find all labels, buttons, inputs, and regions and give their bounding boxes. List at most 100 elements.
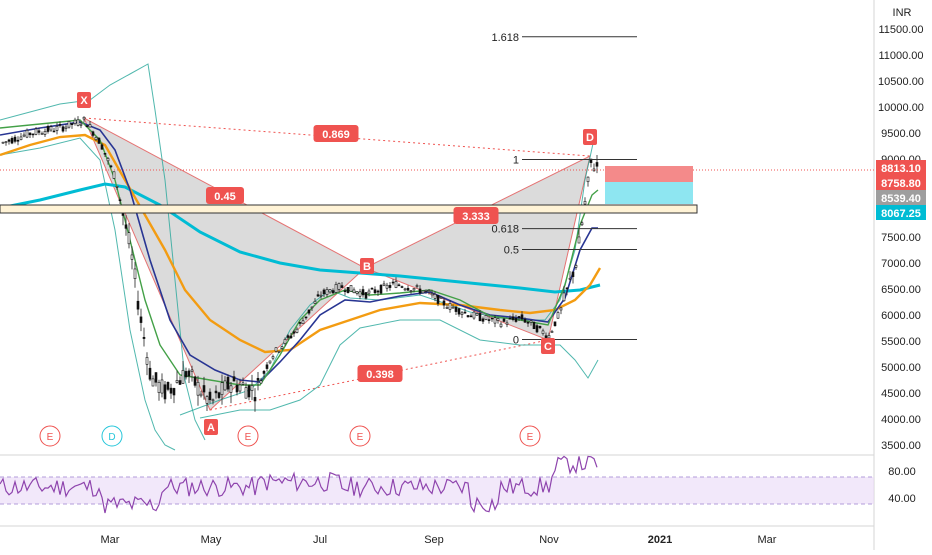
- candle-body: [454, 306, 458, 312]
- candle-body: [409, 290, 413, 292]
- candle-body: [169, 387, 173, 394]
- candle-body: [421, 290, 425, 294]
- candle-body: [436, 295, 440, 304]
- candle-body: [250, 385, 254, 391]
- event-marker-label: E: [245, 432, 252, 443]
- pattern-ratio-badge: [357, 365, 403, 382]
- pattern-point-label: D: [586, 132, 594, 144]
- candle-body: [349, 285, 353, 292]
- event-marker-circle[interactable]: [349, 425, 371, 447]
- candle-body: [412, 288, 416, 291]
- candle-body: [43, 131, 47, 135]
- candle-body: [157, 381, 161, 393]
- candle-body: [496, 318, 500, 321]
- event-marker-circle[interactable]: [101, 425, 123, 447]
- candle-body: [208, 391, 212, 401]
- event-marker-circle[interactable]: [519, 425, 541, 447]
- candle-body: [154, 372, 158, 383]
- candle-body: [220, 382, 224, 395]
- candle-body: [193, 376, 197, 386]
- candle-body: [73, 119, 77, 124]
- pattern-point-label: A: [207, 422, 215, 434]
- candle-body: [346, 286, 350, 293]
- price-axis[interactable]: 11500.0011000.0010500.0010000.009500.009…: [878, 24, 924, 452]
- price-tag-badge: [876, 175, 926, 190]
- candle-body: [1, 141, 5, 144]
- y-tick-label: 5000.00: [881, 362, 921, 374]
- candle-body: [583, 200, 587, 205]
- candle-body: [580, 222, 584, 226]
- price-tag-label: 8539.40: [881, 193, 921, 205]
- candle-body: [292, 331, 296, 334]
- x-tick-label: Sep: [424, 534, 444, 546]
- candle-body: [301, 320, 305, 325]
- candle-body: [190, 369, 194, 372]
- candle-body: [538, 325, 542, 329]
- candle-body: [367, 290, 371, 294]
- event-marker-label: E: [47, 432, 54, 443]
- candle-body: [94, 136, 98, 141]
- candle-body: [241, 382, 245, 385]
- fib-level-label: 1.618: [491, 32, 519, 44]
- candle-body: [577, 236, 581, 244]
- candle-body: [445, 307, 449, 309]
- candle-body: [388, 285, 392, 288]
- target-zone[interactable]: [605, 182, 693, 204]
- candle-body: [379, 284, 383, 294]
- candle-body: [340, 285, 344, 288]
- pattern-point-badge: [583, 129, 597, 145]
- candle-body: [19, 136, 23, 140]
- candle-body: [550, 331, 554, 333]
- price-tag-badge: [876, 160, 926, 175]
- candle-body: [406, 287, 410, 291]
- candle-body: [16, 139, 20, 142]
- candle-body: [85, 125, 89, 128]
- fibonacci-levels[interactable]: 1.618 1 0.618 0.5 0: [491, 32, 637, 347]
- candle-body: [127, 232, 131, 245]
- support-zone-box[interactable]: [0, 204, 698, 214]
- candle-body: [478, 313, 482, 322]
- candle-body: [424, 290, 428, 292]
- candle-body: [298, 322, 302, 324]
- pattern-ratio-badge: [313, 125, 359, 142]
- candle-body: [70, 123, 74, 126]
- candle-body: [511, 316, 515, 320]
- candle-body: [205, 396, 209, 404]
- x-tick-label: Nov: [539, 534, 559, 546]
- candle-body: [40, 133, 44, 135]
- y-tick-label: 11500.00: [878, 24, 923, 36]
- candle-body: [475, 313, 479, 316]
- stop-loss-zone[interactable]: [605, 166, 693, 182]
- event-marker-circle[interactable]: [39, 425, 61, 447]
- x-tick-label: Mar: [758, 534, 777, 546]
- candle-body: [223, 380, 227, 391]
- pattern-point-label: B: [363, 261, 371, 273]
- candle-body: [541, 330, 545, 334]
- y-tick-label: 6500.00: [881, 284, 921, 296]
- candle-body: [46, 125, 50, 132]
- pattern-point-badge: [204, 419, 218, 435]
- candle-body: [61, 126, 65, 132]
- candle-body: [175, 380, 179, 383]
- candle-body: [469, 315, 473, 318]
- price-tag-label: 8067.25: [881, 208, 921, 220]
- candle-body: [553, 321, 557, 327]
- candle-body: [403, 288, 407, 291]
- candle-body: [529, 320, 533, 323]
- event-marker-label: E: [357, 432, 364, 443]
- price-tag-badge: [876, 190, 926, 205]
- candle-body: [160, 379, 164, 394]
- candle-body: [352, 289, 356, 294]
- candle-body: [64, 126, 68, 129]
- event-marker-circle[interactable]: [237, 425, 259, 447]
- event-marker-label: D: [108, 432, 115, 443]
- candle-body: [457, 308, 461, 315]
- bollinger-lower-left: [0, 137, 176, 451]
- candle-body: [310, 306, 314, 309]
- candle-body: [91, 131, 95, 136]
- time-axis[interactable]: Mar May Jul Sep Nov 2021 Mar: [101, 534, 777, 546]
- y-tick-label: 10000.00: [878, 102, 924, 114]
